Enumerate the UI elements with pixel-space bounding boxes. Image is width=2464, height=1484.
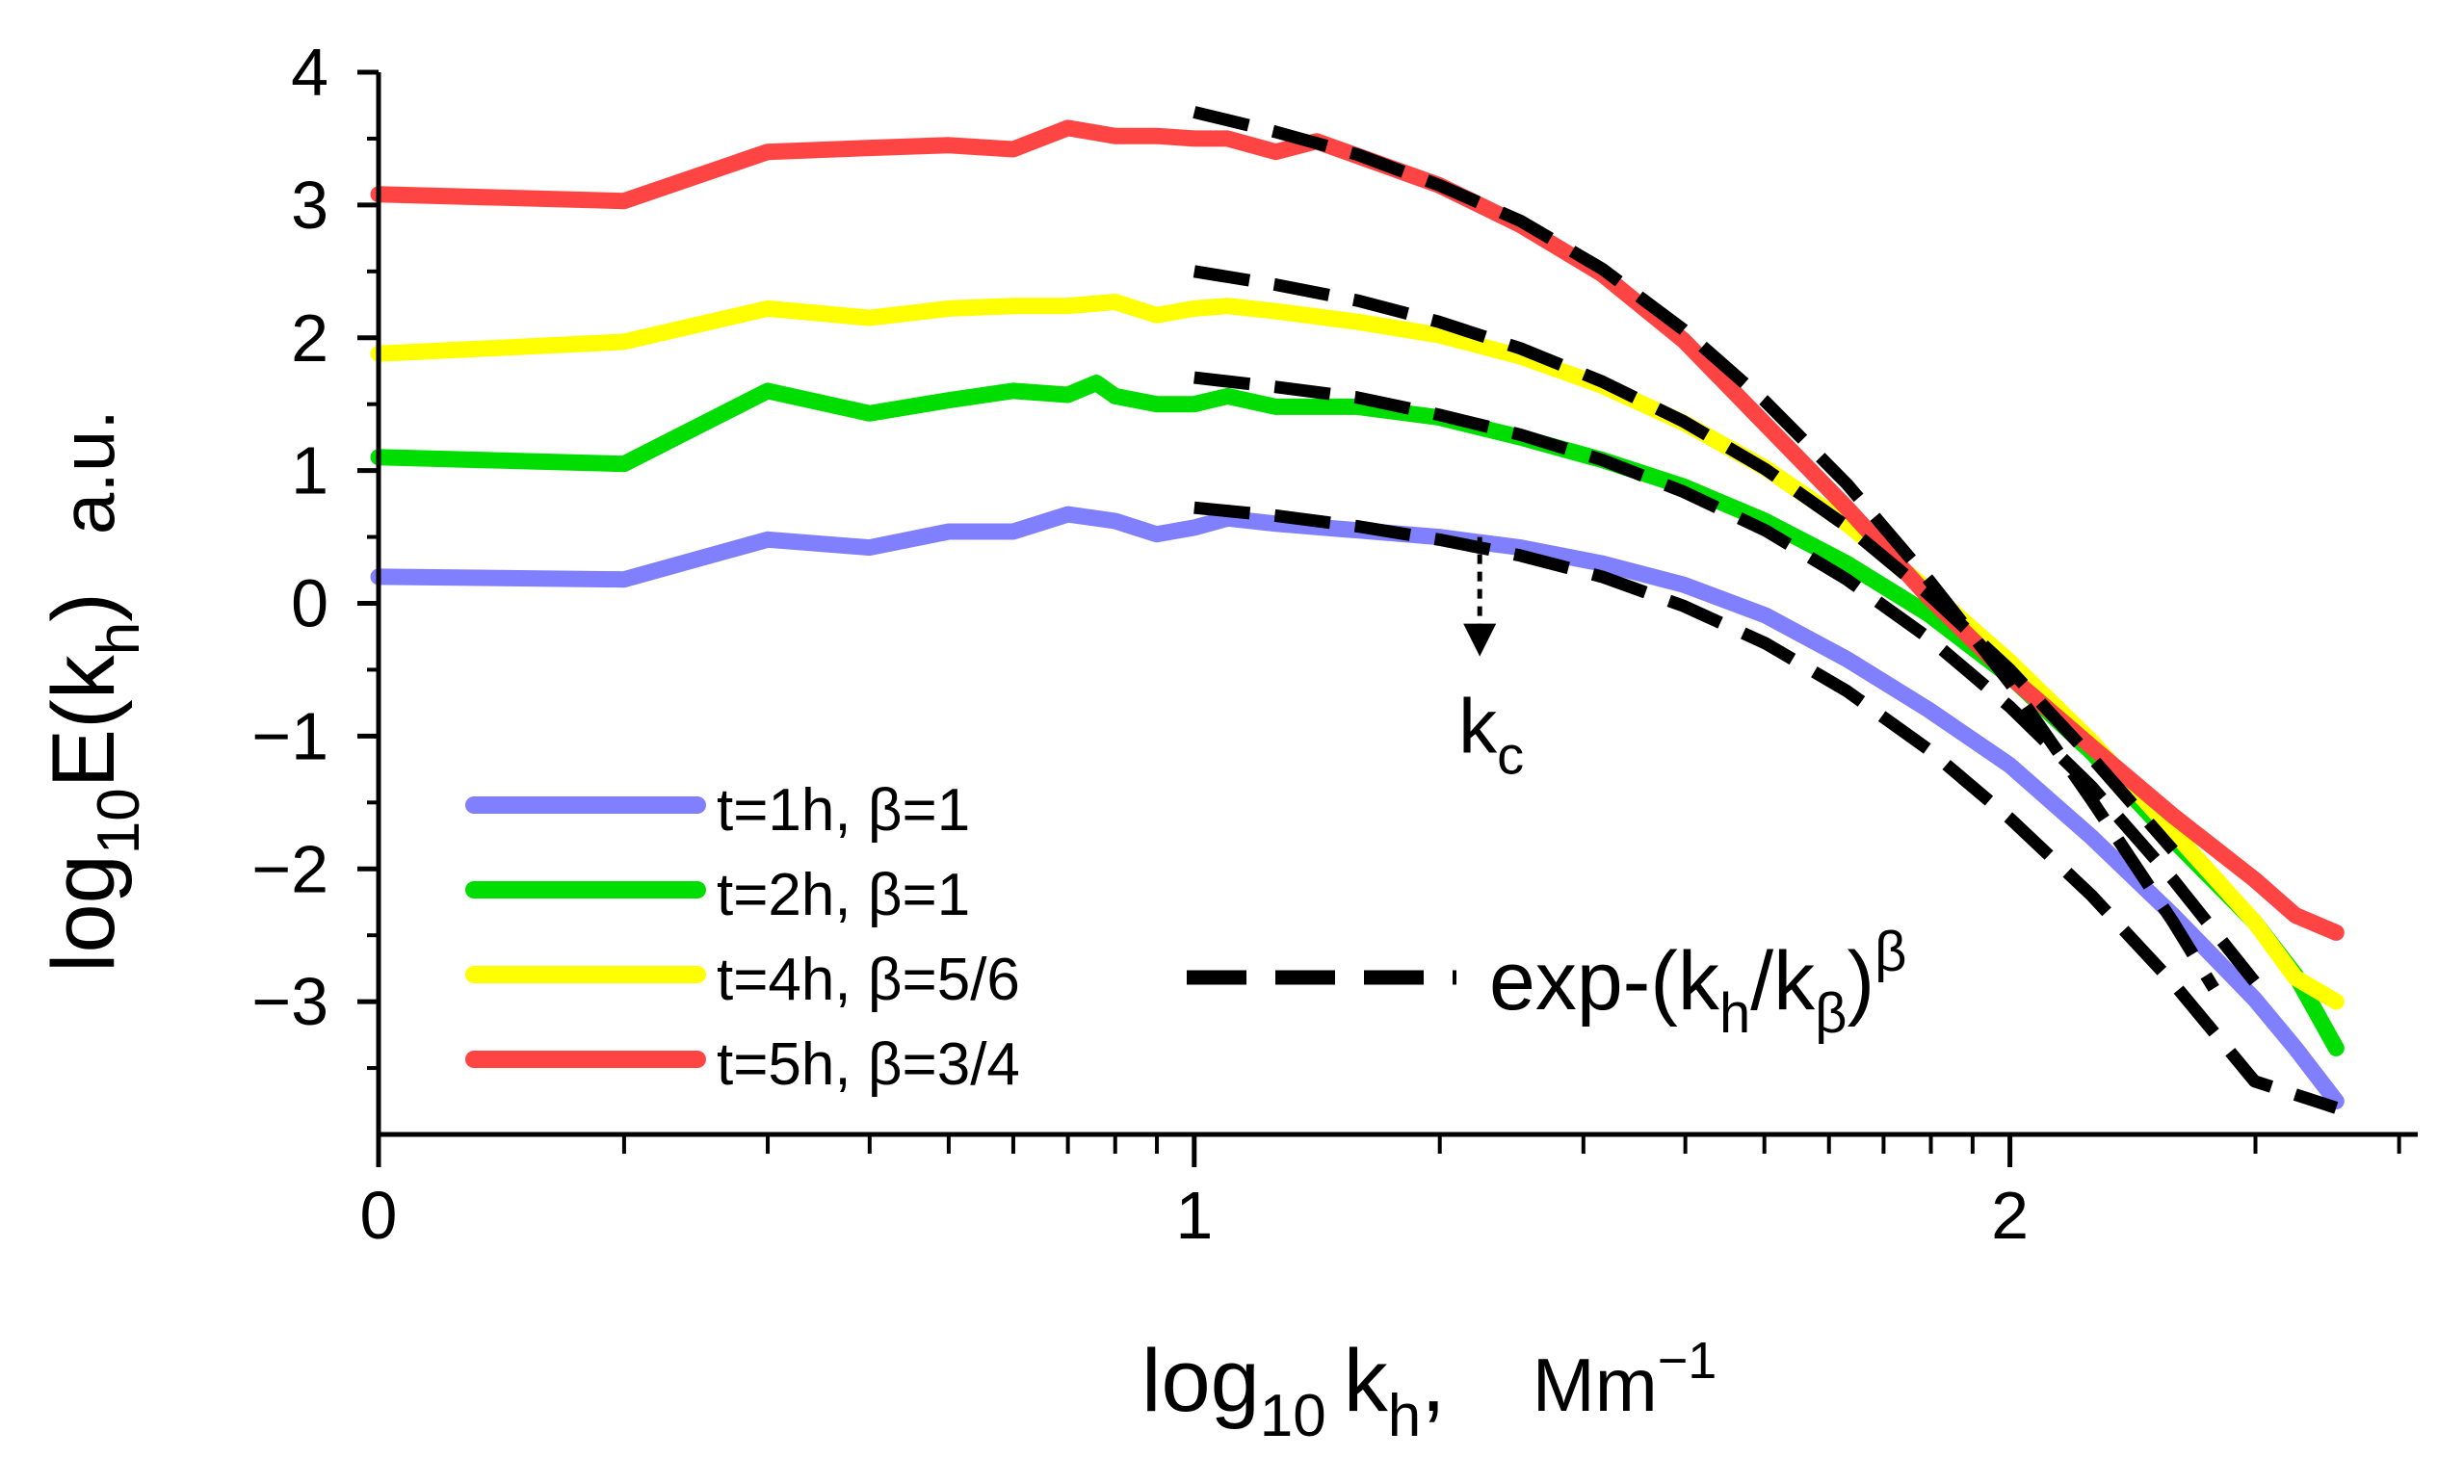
y-tick-label: 4	[291, 35, 328, 110]
fit-line-6	[1193, 265, 2178, 855]
kc-label: kc	[1458, 684, 1524, 786]
legend-label-t4h: t=4h, β=5/6	[717, 947, 1020, 1013]
series-line-1	[370, 375, 2345, 1056]
fit-line-4	[1193, 501, 2339, 1114]
y-tick-label: −1	[251, 698, 328, 773]
x-tick-label: 1	[1175, 1178, 1213, 1253]
y-tick-label: 2	[291, 300, 328, 376]
tick-labels: 4 3 2 1 0 −1 −2 −3 0 1 2	[251, 35, 2029, 1253]
kc-arrow-head	[1463, 623, 1497, 657]
y-tick-label: −3	[251, 964, 328, 1039]
y-axis-label: log10E(kh)a.u.	[35, 409, 152, 973]
y-tick-label: −2	[251, 831, 328, 906]
legend-label-t1h: t=1h, β=1	[717, 777, 970, 844]
fit-line-7	[1193, 106, 2219, 992]
legend-label-t2h: t=2h, β=1	[717, 862, 970, 928]
fit-legend-label: exp-(kh/kβ)β	[1489, 921, 1907, 1045]
y-tick-label: 1	[291, 433, 328, 508]
kc-annotation: kc	[1458, 536, 1524, 786]
y-tick-label: 0	[291, 566, 328, 641]
fit-legend: exp-(kh/kβ)β	[1187, 921, 1907, 1045]
series-layer	[370, 106, 2345, 1114]
axes-layer	[357, 69, 2418, 1167]
x-tick-label: 0	[360, 1178, 398, 1253]
legend: t=1h, β=1 t=2h, β=1 t=4h, β=5/6 t=5h, β=…	[465, 777, 1020, 1098]
legend-label-t5h: t=5h, β=3/4	[717, 1031, 1020, 1098]
x-axis-label: log10 kh, Mm−1	[1141, 1332, 1717, 1449]
x-tick-label: 2	[1991, 1178, 2029, 1253]
y-tick-label: 3	[291, 168, 328, 243]
